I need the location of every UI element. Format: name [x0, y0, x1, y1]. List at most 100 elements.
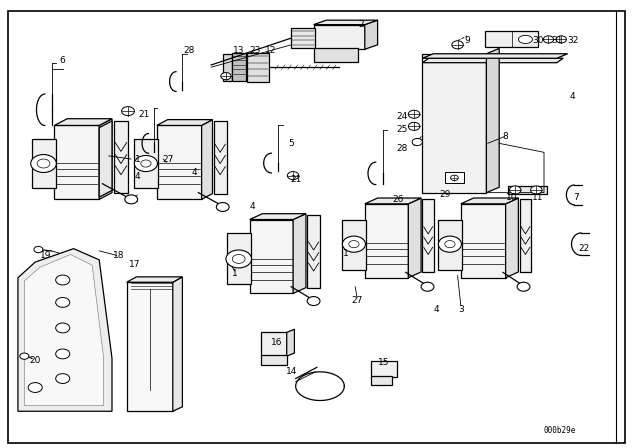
Circle shape: [438, 236, 461, 252]
Polygon shape: [307, 215, 320, 288]
Text: 27: 27: [162, 155, 173, 164]
Circle shape: [452, 41, 463, 49]
Text: 7: 7: [573, 193, 579, 202]
Polygon shape: [223, 54, 232, 81]
Circle shape: [531, 186, 542, 194]
Text: 11: 11: [532, 193, 543, 202]
Text: 26: 26: [392, 195, 404, 204]
Polygon shape: [32, 139, 56, 188]
Text: 28: 28: [396, 144, 408, 153]
Text: 4: 4: [191, 168, 196, 177]
Text: 3: 3: [458, 305, 463, 314]
Circle shape: [28, 383, 42, 392]
Circle shape: [451, 175, 458, 181]
Polygon shape: [202, 120, 212, 199]
Text: 27: 27: [351, 296, 363, 305]
Polygon shape: [520, 199, 531, 272]
Polygon shape: [291, 28, 315, 48]
Polygon shape: [342, 220, 366, 270]
Polygon shape: [293, 214, 306, 293]
Text: 4: 4: [570, 92, 575, 101]
Polygon shape: [371, 361, 397, 377]
Polygon shape: [18, 249, 112, 411]
Circle shape: [445, 241, 455, 248]
Text: 1: 1: [232, 269, 237, 278]
Polygon shape: [54, 119, 112, 125]
Text: 4: 4: [434, 305, 439, 314]
Polygon shape: [314, 25, 365, 49]
Polygon shape: [250, 214, 306, 220]
Polygon shape: [486, 48, 499, 193]
Text: 12: 12: [265, 46, 276, 55]
Polygon shape: [508, 186, 547, 194]
Polygon shape: [54, 125, 99, 199]
Polygon shape: [232, 53, 246, 81]
Bar: [445, 172, 464, 184]
Text: 4: 4: [250, 202, 255, 211]
Circle shape: [408, 122, 420, 130]
Circle shape: [226, 250, 252, 268]
Text: 18: 18: [113, 251, 124, 260]
Text: 10: 10: [506, 193, 518, 202]
Polygon shape: [365, 198, 421, 204]
Text: 21: 21: [138, 110, 150, 119]
Circle shape: [421, 282, 434, 291]
Text: 16: 16: [271, 338, 282, 347]
Text: 4: 4: [135, 172, 140, 181]
Text: 20: 20: [29, 356, 41, 365]
Circle shape: [509, 186, 521, 194]
Circle shape: [56, 323, 70, 333]
Circle shape: [342, 236, 365, 252]
Text: 23: 23: [249, 46, 260, 55]
Polygon shape: [173, 277, 182, 411]
Polygon shape: [127, 282, 173, 411]
Polygon shape: [314, 48, 358, 62]
Polygon shape: [250, 220, 293, 293]
Text: 28: 28: [183, 46, 195, 55]
Text: 2: 2: [359, 20, 364, 29]
Text: 9: 9: [465, 36, 470, 45]
Polygon shape: [24, 254, 104, 405]
Circle shape: [349, 241, 359, 248]
Polygon shape: [371, 376, 392, 385]
Text: 8: 8: [503, 132, 508, 141]
Text: 000b29e: 000b29e: [544, 426, 576, 435]
Text: 31: 31: [551, 36, 563, 45]
Polygon shape: [214, 121, 227, 194]
Circle shape: [122, 107, 134, 116]
Polygon shape: [99, 121, 112, 197]
Text: 25: 25: [396, 125, 408, 134]
Circle shape: [517, 282, 530, 291]
Circle shape: [216, 202, 229, 211]
Polygon shape: [461, 204, 506, 278]
Text: 32: 32: [567, 36, 579, 45]
Circle shape: [543, 36, 554, 43]
Polygon shape: [485, 31, 538, 47]
Polygon shape: [422, 54, 568, 58]
Polygon shape: [114, 121, 128, 193]
Circle shape: [408, 110, 420, 118]
Text: 17: 17: [129, 260, 140, 269]
Text: 13: 13: [233, 46, 244, 55]
Ellipse shape: [518, 35, 532, 43]
Polygon shape: [438, 220, 462, 270]
Polygon shape: [261, 355, 287, 365]
Circle shape: [56, 349, 70, 359]
Circle shape: [412, 138, 422, 146]
Circle shape: [56, 297, 70, 307]
Circle shape: [56, 275, 70, 285]
Circle shape: [141, 160, 151, 167]
Text: 14: 14: [285, 367, 297, 376]
Text: 30: 30: [532, 36, 543, 45]
Polygon shape: [365, 20, 378, 49]
Polygon shape: [99, 119, 112, 199]
Polygon shape: [422, 199, 434, 272]
Circle shape: [134, 155, 157, 172]
Polygon shape: [247, 53, 269, 82]
Text: 29: 29: [439, 190, 451, 199]
Circle shape: [34, 246, 43, 253]
Text: 15: 15: [378, 358, 390, 367]
Circle shape: [56, 374, 70, 383]
Polygon shape: [408, 198, 421, 278]
Circle shape: [287, 172, 299, 180]
